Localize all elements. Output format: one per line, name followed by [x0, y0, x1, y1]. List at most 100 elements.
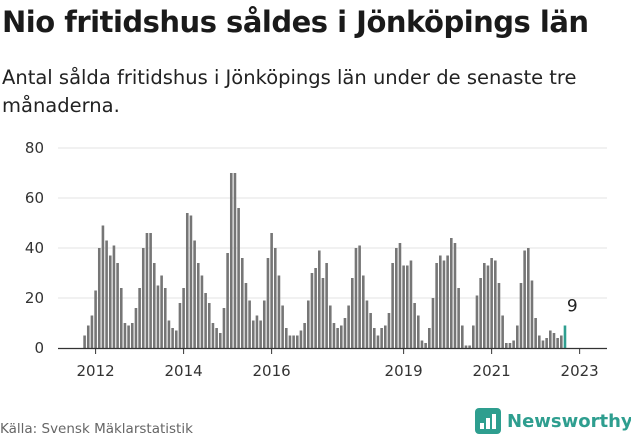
bar: [233, 173, 237, 348]
bar: [457, 288, 460, 348]
bar: [218, 333, 222, 348]
bar: [101, 225, 105, 348]
bar: [468, 345, 471, 348]
bar: [288, 335, 292, 348]
bar: [138, 288, 141, 348]
bar: [545, 338, 548, 348]
y-tick-label: 80: [25, 139, 44, 157]
bar: [516, 325, 519, 348]
bar: [262, 300, 266, 348]
bar: [472, 325, 475, 348]
bar: [424, 343, 427, 348]
x-tick-label: 2014: [165, 362, 203, 380]
bar: [560, 335, 563, 348]
bar: [273, 248, 277, 348]
bar: [171, 328, 174, 348]
bar: [295, 335, 299, 348]
x-tick-label: 2021: [473, 362, 511, 380]
bar: [439, 255, 442, 348]
bar: [317, 250, 321, 348]
y-tick-label: 40: [25, 239, 44, 257]
bar: [292, 335, 295, 348]
bar: [479, 278, 482, 348]
bar: [248, 300, 251, 348]
bar: [376, 335, 380, 348]
bar: [299, 330, 303, 348]
bar: [182, 288, 185, 348]
bar: [321, 278, 325, 348]
bar: [134, 308, 138, 348]
chart-subtitle: Antal sålda fritidshus i Jönköpings län …: [2, 66, 577, 117]
bar: [339, 325, 343, 348]
bar: [112, 245, 116, 348]
bar: [141, 248, 145, 348]
bar: [413, 303, 416, 348]
bar: [383, 325, 387, 348]
bar: [556, 338, 559, 348]
bar: [350, 278, 354, 348]
bar: [563, 325, 567, 348]
bar: [310, 273, 314, 348]
bar: [174, 330, 178, 348]
bar: [222, 308, 226, 348]
y-tick-label: 0: [34, 339, 44, 357]
bar: [204, 293, 207, 348]
bar: [314, 268, 317, 348]
bar: [244, 283, 248, 348]
y-tick-label: 20: [25, 289, 44, 307]
bar: [398, 243, 402, 348]
chart-title: Nio fritidshus såldes i Jönköpings län: [2, 5, 589, 39]
bar: [237, 208, 240, 348]
bar: [240, 258, 244, 348]
bar: [94, 290, 97, 348]
bar: [226, 253, 229, 348]
bar: [395, 248, 398, 348]
bar: [152, 263, 156, 348]
bar: [505, 343, 508, 348]
bar: [549, 330, 552, 348]
bar: [442, 260, 446, 348]
bar: [266, 258, 270, 348]
bar: [277, 275, 281, 348]
bar: [450, 238, 453, 348]
bar: [255, 315, 259, 348]
bar: [409, 260, 413, 348]
bar: [303, 323, 306, 348]
bar: [130, 323, 134, 348]
bar: [160, 275, 163, 348]
bar: [461, 325, 464, 348]
bar: [431, 298, 435, 348]
bar: [163, 288, 167, 348]
bar: [380, 328, 383, 348]
bar: [372, 328, 376, 348]
bar: [534, 318, 537, 348]
x-tick-label: 2019: [385, 362, 423, 380]
bar: [343, 318, 347, 348]
bar: [336, 328, 339, 348]
data-label-last: 9: [567, 297, 578, 317]
x-tick-label: 2012: [77, 362, 115, 380]
bar: [523, 250, 526, 348]
bar: [464, 345, 468, 348]
bar: [354, 248, 358, 348]
labels: 0 20 40 60 80 2012 2014 2016 2019 2021 2023 9: [25, 139, 599, 380]
bar: [420, 340, 424, 348]
x-axis: [58, 347, 607, 354]
bar: [196, 263, 200, 348]
bar: [193, 240, 196, 348]
bar: [519, 283, 523, 348]
newsworthy-logo-icon: [475, 408, 501, 434]
bar: [417, 315, 420, 348]
bar: [284, 328, 288, 348]
chart-plot: 0 20 40 60 80 2012 2014 2016 2019 2021 2023 9: [25, 139, 607, 380]
bar: [207, 303, 211, 348]
bar: [270, 233, 273, 348]
bar: [116, 263, 119, 348]
bar: [552, 333, 556, 348]
x-tick-label: 2023: [561, 362, 599, 380]
bar: [156, 285, 160, 348]
bar: [123, 323, 127, 348]
bar: [428, 328, 431, 348]
bars: [83, 173, 567, 348]
bar: [541, 340, 545, 348]
